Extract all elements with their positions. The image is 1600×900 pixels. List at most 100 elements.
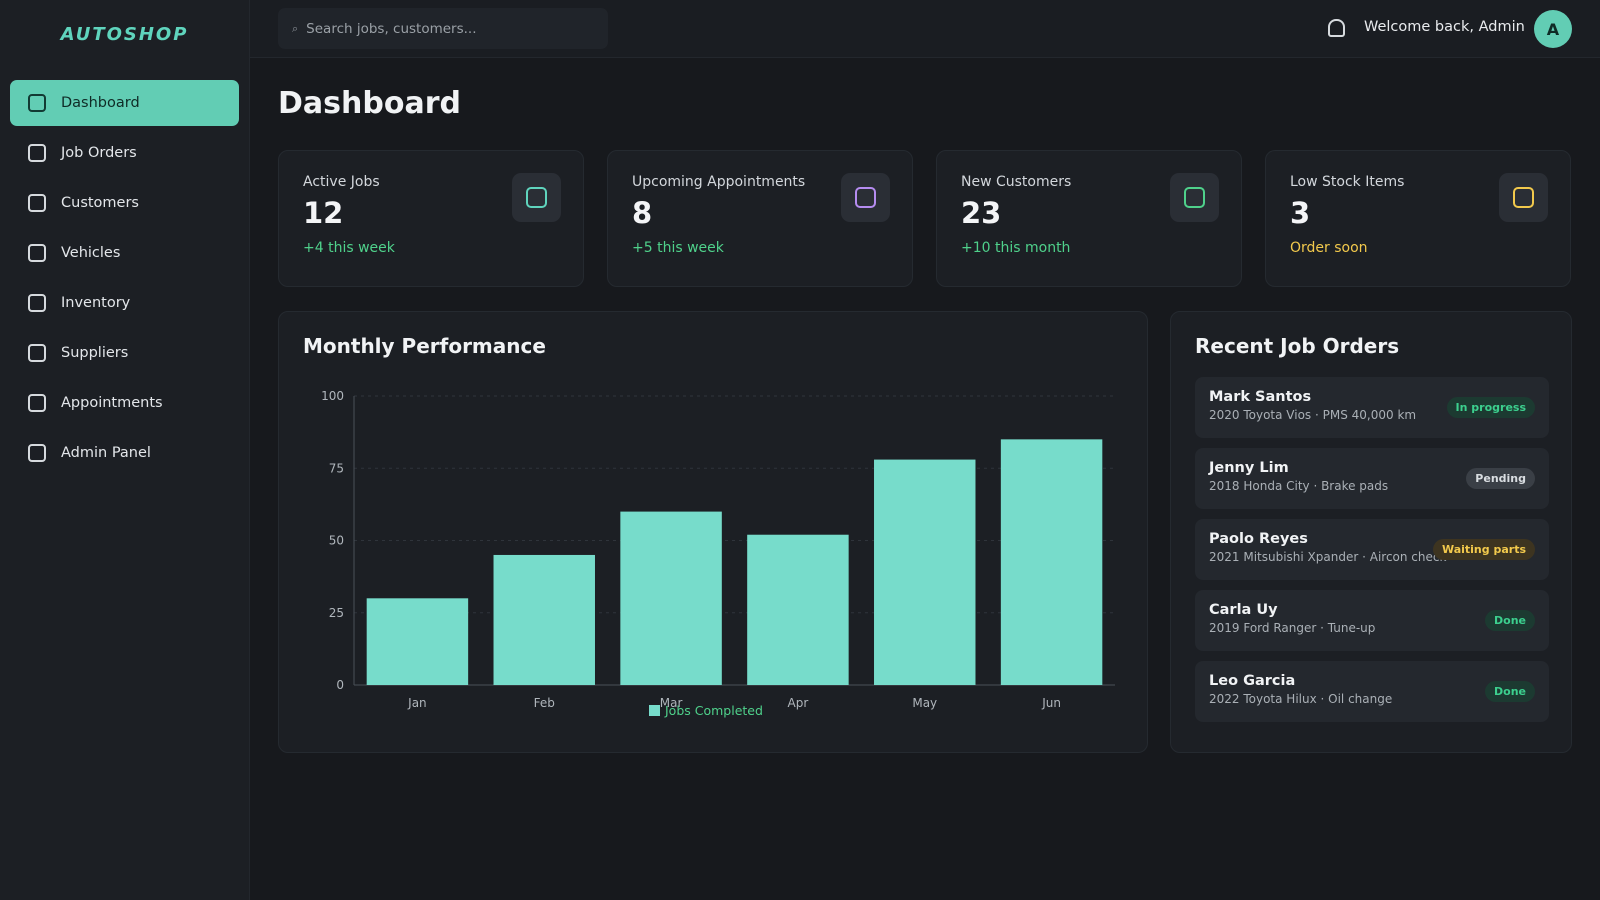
avatar[interactable]: A xyxy=(1534,10,1572,48)
status-badge: In progress xyxy=(1446,397,1535,418)
stat-value: 8 xyxy=(632,196,653,230)
low-stock-icon xyxy=(1513,187,1534,208)
bar xyxy=(874,459,976,685)
bar xyxy=(1000,439,1103,685)
sidebar-item-label: Admin Panel xyxy=(61,445,151,461)
x-tick-label: May xyxy=(912,696,937,710)
monthly-performance-panel: Monthly Performance 0 25 50 75 100 Jan Feb Mar A… xyxy=(278,311,1148,753)
sidebar-nav: Dashboard Job Orders Customers Vehicles … xyxy=(0,68,249,492)
bar xyxy=(620,511,722,685)
sidebar-item-label: Vehicles xyxy=(61,245,121,261)
sidebar-item-label: Dashboard xyxy=(61,95,140,111)
app-logo[interactable]: AUTOSHOP xyxy=(60,23,189,45)
admin-panel-icon xyxy=(28,444,46,462)
vehicles-icon xyxy=(28,244,46,262)
status-badge: Pending xyxy=(1466,468,1535,489)
inventory-icon xyxy=(28,294,46,312)
welcome-text: Welcome back, Admin xyxy=(1364,19,1525,35)
top-bar: ⌕ Welcome back, Admin A xyxy=(250,0,1600,58)
sidebar-item-inventory[interactable]: Inventory xyxy=(10,280,239,326)
job-description: 2019 Ford Ranger · Tune-up xyxy=(1209,621,1376,635)
customers-icon xyxy=(28,194,46,212)
page-title: Dashboard xyxy=(278,86,461,121)
search-icon: ⌕ xyxy=(292,21,299,35)
x-tick-label: Apr xyxy=(788,696,809,710)
legend-swatch xyxy=(649,705,660,716)
stat-delta: Order soon xyxy=(1290,240,1368,256)
job-customer-name: Leo Garcia xyxy=(1209,673,1296,689)
status-badge: Waiting parts xyxy=(1432,539,1535,560)
stat-delta: +5 this week xyxy=(632,240,724,256)
y-tick-label: 75 xyxy=(329,461,344,475)
stat-value: 23 xyxy=(961,196,1002,230)
sidebar-item-label: Suppliers xyxy=(61,345,129,361)
notification-bell-icon[interactable] xyxy=(1328,19,1345,37)
recent-job-orders-panel: Recent Job Orders Mark Santos 2020 Toyot… xyxy=(1170,311,1572,753)
x-tick-label: Jun xyxy=(1041,696,1061,710)
stat-value: 3 xyxy=(1290,196,1311,230)
panel-title: Recent Job Orders xyxy=(1195,334,1400,358)
y-tick-label: 0 xyxy=(336,678,344,692)
x-tick-label: Jan xyxy=(407,696,427,710)
stat-card-new-customers[interactable]: New Customers 23 +10 this month xyxy=(936,150,1242,287)
job-order-item[interactable]: Leo Garcia 2022 Toyota Hilux · Oil chang… xyxy=(1195,661,1549,722)
stat-label: Upcoming Appointments xyxy=(632,174,806,190)
job-description: 2021 Mitsubishi Xpander · Aircon check xyxy=(1209,550,1447,564)
sidebar-item-customers[interactable]: Customers xyxy=(10,180,239,226)
job-description: 2020 Toyota Vios · PMS 40,000 km xyxy=(1209,408,1417,422)
job-customer-name: Paolo Reyes xyxy=(1209,531,1308,547)
job-customer-name: Jenny Lim xyxy=(1209,460,1289,476)
customers-stat-icon xyxy=(1184,187,1205,208)
sidebar-item-job-orders[interactable]: Job Orders xyxy=(10,130,239,176)
bar xyxy=(747,534,849,685)
stat-card-low-stock[interactable]: Low Stock Items 3 Order soon xyxy=(1265,150,1571,287)
y-tick-label: 50 xyxy=(329,534,344,548)
x-tick-label: Mar xyxy=(660,696,683,710)
sidebar-item-suppliers[interactable]: Suppliers xyxy=(10,330,239,376)
stat-icon-container xyxy=(512,173,561,222)
job-orders-icon xyxy=(28,144,46,162)
stat-icon-container xyxy=(841,173,890,222)
search-input[interactable] xyxy=(306,20,587,37)
sidebar: AUTOSHOP Dashboard Job Orders Customers … xyxy=(0,0,250,900)
search-box[interactable]: ⌕ xyxy=(278,8,608,49)
job-description: 2018 Honda City · Brake pads xyxy=(1209,479,1389,493)
sidebar-item-admin-panel[interactable]: Admin Panel xyxy=(10,430,239,476)
bar xyxy=(493,554,595,685)
stat-label: Active Jobs xyxy=(303,174,380,190)
appointments-stat-icon xyxy=(855,187,876,208)
legend-label: Jobs Completed xyxy=(664,703,763,718)
y-tick-label: 25 xyxy=(329,606,344,620)
stat-delta: +4 this week xyxy=(303,240,395,256)
stat-delta: +10 this month xyxy=(961,240,1071,256)
monthly-performance-chart: 0 25 50 75 100 Jan Feb Mar Apr May Jun Jobs Complet… xyxy=(321,389,1115,718)
sidebar-item-dashboard[interactable]: Dashboard xyxy=(10,80,239,126)
job-order-item[interactable]: Mark Santos 2020 Toyota Vios · PMS 40,00… xyxy=(1195,377,1549,438)
y-tick-label: 100 xyxy=(321,389,344,403)
job-order-item[interactable]: Carla Uy 2019 Ford Ranger · Tune-up Done xyxy=(1195,590,1549,651)
active-jobs-icon xyxy=(526,187,547,208)
sidebar-item-label: Appointments xyxy=(61,395,163,411)
sidebar-item-vehicles[interactable]: Vehicles xyxy=(10,230,239,276)
job-order-item[interactable]: Paolo Reyes 2021 Mitsubishi Xpander · Ai… xyxy=(1195,519,1549,580)
stat-icon-container xyxy=(1170,173,1219,222)
stat-card-upcoming-appointments[interactable]: Upcoming Appointments 8 +5 this week xyxy=(607,150,913,287)
sidebar-item-appointments[interactable]: Appointments xyxy=(10,380,239,426)
job-order-item[interactable]: Jenny Lim 2018 Honda City · Brake pads P… xyxy=(1195,448,1549,509)
panel-title: Monthly Performance xyxy=(303,334,546,358)
bar xyxy=(366,598,469,685)
stat-value: 12 xyxy=(303,196,344,230)
sidebar-item-label: Job Orders xyxy=(61,145,137,161)
x-tick-label: Feb xyxy=(534,696,555,710)
stat-card-active-jobs[interactable]: Active Jobs 12 +4 this week xyxy=(278,150,584,287)
stat-label: New Customers xyxy=(961,174,1072,190)
stat-label: Low Stock Items xyxy=(1290,174,1405,190)
status-badge: Done xyxy=(1485,681,1535,702)
suppliers-icon xyxy=(28,344,46,362)
sidebar-item-label: Customers xyxy=(61,195,139,211)
dashboard-icon xyxy=(28,94,46,112)
appointments-icon xyxy=(28,394,46,412)
status-badge: Done xyxy=(1485,610,1535,631)
job-customer-name: Mark Santos xyxy=(1209,389,1312,405)
stat-icon-container xyxy=(1499,173,1548,222)
